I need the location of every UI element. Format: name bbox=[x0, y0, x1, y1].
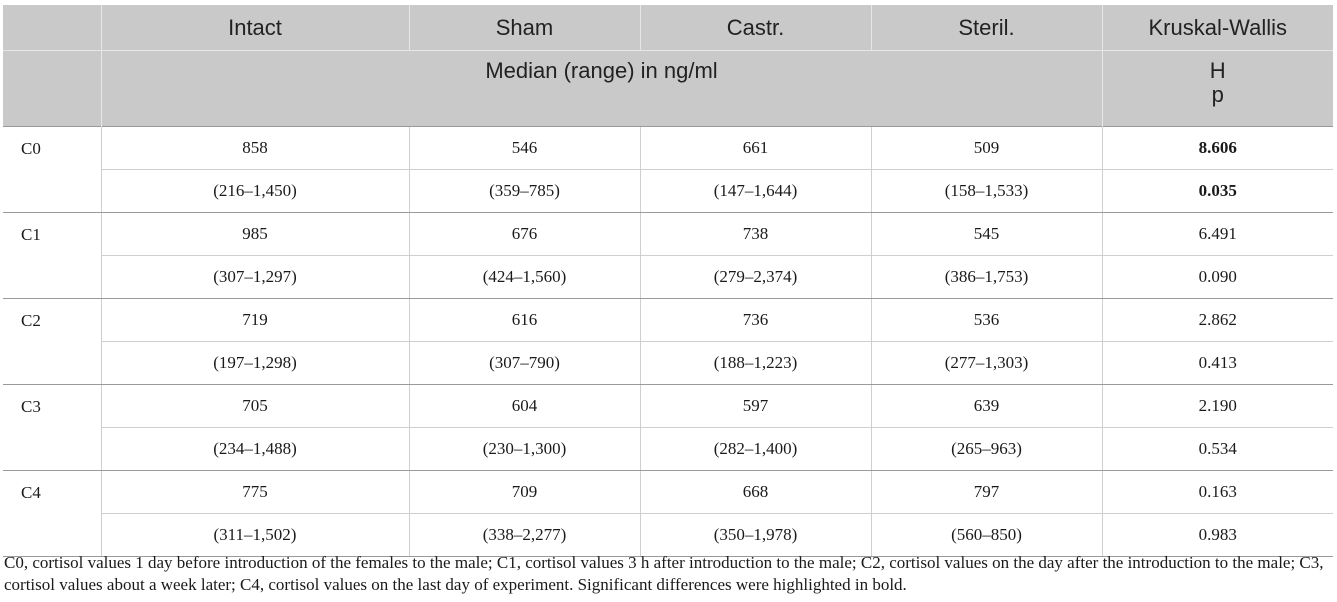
subheader-statistics: H p bbox=[1101, 50, 1333, 127]
p-value-cell: 0.983 bbox=[1101, 513, 1333, 557]
range-cell: (307–1,297) bbox=[100, 255, 409, 299]
table-row-median: C1 985 676 738 545 6.491 bbox=[3, 212, 1333, 299]
subheader-h-label: H bbox=[1209, 58, 1226, 83]
range-cell: (307–790) bbox=[408, 341, 640, 385]
median-cell: 546 bbox=[408, 126, 640, 170]
median-cell: 775 bbox=[100, 470, 409, 514]
median-cell: 545 bbox=[870, 212, 1102, 256]
range-cell: (230–1,300) bbox=[408, 427, 640, 471]
table-row-range: (197–1,298) (307–790) (188–1,223) (277–1,30… bbox=[3, 341, 1333, 385]
median-cell: 509 bbox=[870, 126, 1102, 170]
range-cell: (386–1,753) bbox=[870, 255, 1102, 299]
subheader-median-range: Median (range) in ng/ml bbox=[100, 50, 1102, 127]
cortisol-table: Intact Sham Castr. Steril. Kruskal-Walli… bbox=[3, 5, 1333, 557]
table-row-range: (234–1,488) (230–1,300) (282–1,400) (265–96… bbox=[3, 427, 1333, 471]
range-cell: (158–1,533) bbox=[870, 169, 1102, 213]
median-cell: 858 bbox=[100, 126, 409, 170]
table-body: C0 858 546 661 509 8.606 (216–1,450) (359–785)(… bbox=[3, 126, 1333, 557]
row-label: C4 bbox=[3, 470, 101, 557]
table-row-range: (307–1,297) (424–1,560) (279–2,374) (386–1,… bbox=[3, 255, 1333, 299]
h-statistic-cell: 2.190 bbox=[1101, 384, 1333, 428]
median-cell: 661 bbox=[639, 126, 871, 170]
range-cell: (424–1,560) bbox=[408, 255, 640, 299]
range-cell: (234–1,488) bbox=[100, 427, 409, 471]
median-cell: 797 bbox=[870, 470, 1102, 514]
range-cell: (277–1,303) bbox=[870, 341, 1102, 385]
range-cell: (282–1,400) bbox=[639, 427, 871, 471]
range-cell: (338–2,277) bbox=[408, 513, 640, 557]
range-cell: (147–1,644) bbox=[639, 169, 871, 213]
row-label: C1 bbox=[3, 212, 101, 299]
median-cell: 985 bbox=[100, 212, 409, 256]
table-header: Intact Sham Castr. Steril. Kruskal-Walli… bbox=[3, 5, 1333, 127]
median-cell: 736 bbox=[639, 298, 871, 342]
range-cell: (197–1,298) bbox=[100, 341, 409, 385]
p-value-cell: 0.534 bbox=[1101, 427, 1333, 471]
h-statistic-cell: 0.163 bbox=[1101, 470, 1333, 514]
subheader-row: Median (range) in ng/ml H p bbox=[3, 50, 1333, 127]
range-cell: (359–785) bbox=[408, 169, 640, 213]
row-label: C3 bbox=[3, 384, 101, 471]
subheader-empty-cell bbox=[3, 50, 101, 127]
table-row-range: (216–1,450) (359–785) (147–1,644) (158–1,53… bbox=[3, 169, 1333, 213]
median-cell: 705 bbox=[100, 384, 409, 428]
median-cell: 738 bbox=[639, 212, 871, 256]
median-cell: 639 bbox=[870, 384, 1102, 428]
range-cell: (311–1,502) bbox=[100, 513, 409, 557]
table-row-median: C0 858 546 661 509 8.606 bbox=[3, 126, 1333, 213]
range-cell: (560–850) bbox=[870, 513, 1102, 557]
header-row: Intact Sham Castr. Steril. Kruskal-Walli… bbox=[3, 5, 1333, 51]
median-cell: 676 bbox=[408, 212, 640, 256]
range-cell: (188–1,223) bbox=[639, 341, 871, 385]
header-steril: Steril. bbox=[870, 5, 1102, 51]
table-row-median: C3 705 604 597 639 2.190 bbox=[3, 384, 1333, 471]
median-cell: 719 bbox=[100, 298, 409, 342]
median-cell: 597 bbox=[639, 384, 871, 428]
header-kruskal-wallis: Kruskal-Wallis bbox=[1101, 5, 1333, 51]
range-cell: (279–2,374) bbox=[639, 255, 871, 299]
header-castr: Castr. bbox=[639, 5, 871, 51]
range-cell: (350–1,978) bbox=[639, 513, 871, 557]
header-intact: Intact bbox=[100, 5, 409, 51]
p-value-cell: 0.413 bbox=[1101, 341, 1333, 385]
subheader-p-label: p bbox=[1211, 82, 1224, 107]
row-label: C0 bbox=[3, 126, 101, 213]
median-cell: 668 bbox=[639, 470, 871, 514]
table-footnote: C0, cortisol values 1 day before introdu… bbox=[4, 553, 1324, 594]
median-cell: 616 bbox=[408, 298, 640, 342]
range-cell: (265–963) bbox=[870, 427, 1102, 471]
h-statistic-cell: 2.862 bbox=[1101, 298, 1333, 342]
p-value-cell: 0.090 bbox=[1101, 255, 1333, 299]
median-cell: 604 bbox=[408, 384, 640, 428]
table-row-median: C2 719 616 736 536 2.862 bbox=[3, 298, 1333, 385]
range-cell: (216–1,450) bbox=[100, 169, 409, 213]
p-value-cell: 0.035 bbox=[1101, 169, 1333, 213]
header-sham: Sham bbox=[408, 5, 640, 51]
median-cell: 709 bbox=[408, 470, 640, 514]
table-row-median: C4 775 709 668 797 0.163 bbox=[3, 470, 1333, 557]
table-row-range: (311–1,502) (338–2,277) (350–1,978) (560–85… bbox=[3, 513, 1333, 557]
row-label: C2 bbox=[3, 298, 101, 385]
h-statistic-cell: 8.606 bbox=[1101, 126, 1333, 170]
h-statistic-cell: 6.491 bbox=[1101, 212, 1333, 256]
header-empty-cell bbox=[3, 5, 101, 51]
median-cell: 536 bbox=[870, 298, 1102, 342]
